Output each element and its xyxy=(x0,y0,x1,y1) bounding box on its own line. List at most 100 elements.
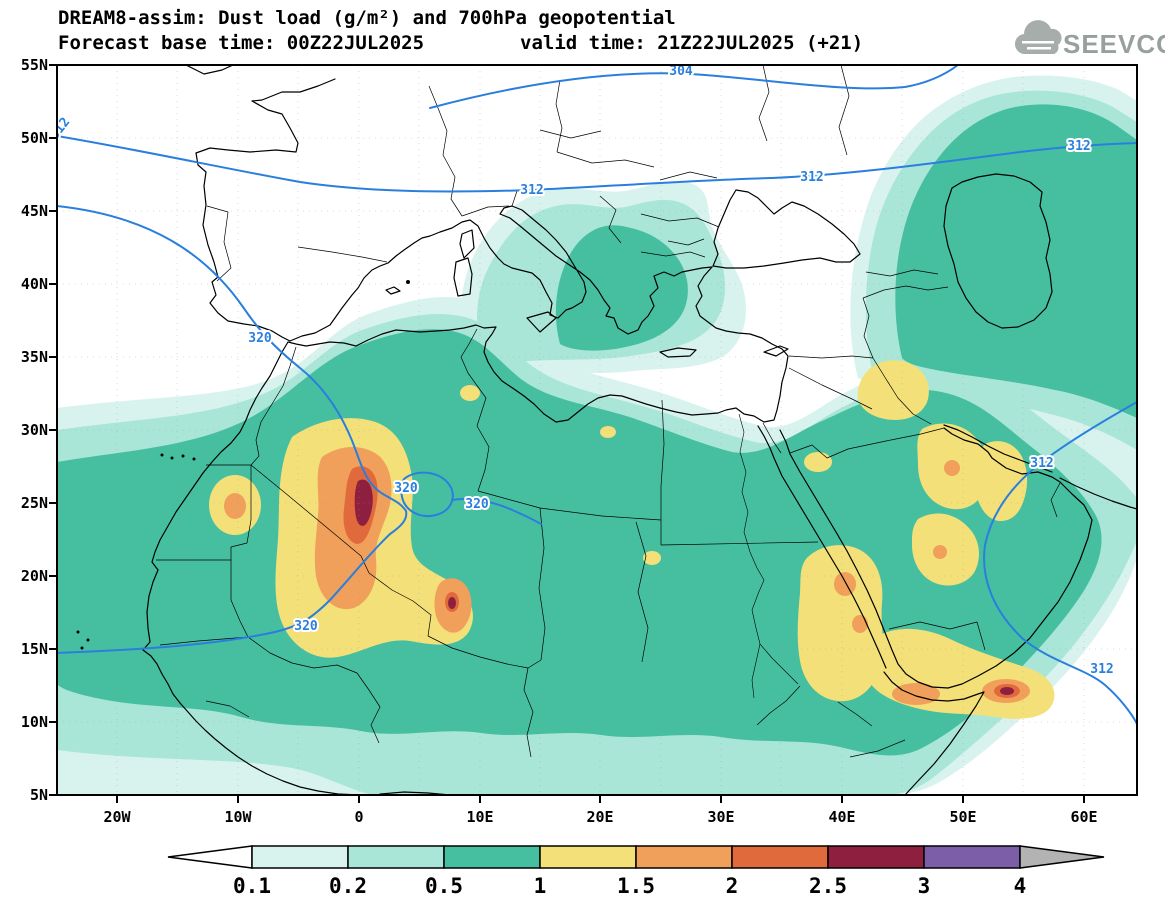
lon-axis: 20W 10W 0 10E 20E 30E 40E 50E 60E xyxy=(103,808,1097,826)
colorbar-label: 2 xyxy=(726,874,739,898)
island-dot xyxy=(76,630,80,634)
coastline-path xyxy=(779,427,1093,689)
colorbar-segment xyxy=(731,845,829,869)
contour-label-320: 320 xyxy=(248,331,272,346)
border-line xyxy=(206,85,518,282)
colorbar-label: 2.5 xyxy=(809,874,847,898)
island-dot xyxy=(192,457,196,461)
contour-label-320: 320 xyxy=(394,481,418,496)
colorbar-segment xyxy=(923,845,1021,869)
dust-blob xyxy=(555,225,688,351)
contour-label-312: 312 xyxy=(1090,662,1113,677)
lon-label: 20E xyxy=(586,808,613,826)
graticule-lat xyxy=(57,137,1137,723)
lat-label: 30N xyxy=(21,421,48,439)
island-dot xyxy=(170,456,174,460)
seevccc-logo: SEEVCCC xyxy=(1014,20,1165,59)
lon-label: 0 xyxy=(354,808,363,826)
colorbar: 0.1 0.2 0.5 1 1.5 2 2.5 3 4 xyxy=(167,845,1105,898)
colorbar-segment xyxy=(443,845,541,869)
colorbar-label: 1.5 xyxy=(617,874,655,898)
colorbar-label: 0.2 xyxy=(329,874,367,898)
lat-label: 50N xyxy=(21,129,48,147)
lat-label: 15N xyxy=(21,640,48,658)
colorbar-arrow-left xyxy=(167,845,253,869)
dust-blob xyxy=(852,615,868,633)
caspian-sea-coast xyxy=(943,173,1053,329)
dust-blob xyxy=(804,452,832,472)
colorbar-label: 1 xyxy=(534,874,547,898)
dust-blob xyxy=(933,545,947,559)
border-line xyxy=(762,297,945,459)
lat-label: 5N xyxy=(30,786,48,804)
geopotential-line-320 xyxy=(57,205,408,654)
lon-label: 10W xyxy=(224,808,252,826)
lon-label: 30E xyxy=(707,808,734,826)
coastlines xyxy=(76,65,1137,795)
coastline-path xyxy=(185,65,234,75)
geopotential-contours xyxy=(57,65,1137,725)
coastline-path xyxy=(883,671,985,795)
lon-ticks xyxy=(116,795,1085,803)
geopotential-line-312-north xyxy=(57,135,1137,193)
dust-blob xyxy=(460,385,480,401)
dust-blob xyxy=(892,683,940,705)
dust-blob xyxy=(895,104,1137,418)
nile-river xyxy=(738,413,799,699)
island-dot xyxy=(406,280,410,284)
dust-blob xyxy=(224,493,246,519)
dust-blob xyxy=(354,479,373,526)
lat-label: 10N xyxy=(21,713,48,731)
coastline-path xyxy=(195,78,713,342)
cloud-stripe xyxy=(1027,47,1051,50)
geopotential-labels: 304 312 312 312 312 320 320 320 320 312 … xyxy=(57,64,1116,679)
coastline-path xyxy=(757,425,887,669)
border-line xyxy=(156,346,370,574)
forecast-base-time: Forecast base time: 00Z22JUL2025 xyxy=(58,32,424,54)
country-borders xyxy=(156,65,1061,758)
colorbar-segment xyxy=(347,845,445,869)
lat-label: 40N xyxy=(21,275,48,293)
dust-blob xyxy=(1000,687,1014,695)
lat-label: 55N xyxy=(21,56,48,74)
contour-label-312: 312 xyxy=(1067,139,1090,154)
colorbar-segment xyxy=(635,845,733,869)
border-line xyxy=(862,269,1061,651)
lat-label: 20N xyxy=(21,567,48,585)
geopotential-line-304 xyxy=(429,65,959,109)
contour-label-312: 312 xyxy=(800,170,823,185)
geopotential-line-312-east xyxy=(983,401,1137,725)
dust-blob xyxy=(975,441,1028,522)
colorbar-segment xyxy=(827,845,925,869)
border-line xyxy=(368,507,649,758)
black-sea-coast xyxy=(712,189,861,269)
colorbar-label: 3 xyxy=(918,874,931,898)
colorbar-labels: 0.1 0.2 0.5 1 1.5 2 2.5 3 4 xyxy=(233,874,1026,898)
border-line xyxy=(659,65,906,758)
contour-label-320: 320 xyxy=(294,619,318,634)
lon-label: 60E xyxy=(1070,808,1097,826)
border-line xyxy=(539,79,720,258)
lat-label: 45N xyxy=(21,202,48,220)
dust-fill-2.5 xyxy=(354,479,1014,695)
contour-label-312: 312 xyxy=(1030,456,1053,471)
geopotential-line-320-loop xyxy=(400,471,454,517)
dust-blob xyxy=(448,597,456,609)
coastline-path xyxy=(943,424,1137,510)
border-line xyxy=(159,560,381,744)
cloud-icon xyxy=(1014,20,1062,55)
lat-ticks xyxy=(49,64,57,796)
contour-label-320: 320 xyxy=(465,497,489,512)
valid-time: valid time: 21Z22JUL2025 (+21) xyxy=(520,32,863,54)
lon-label: 50E xyxy=(949,808,976,826)
chart-title: DREAM8-assim: Dust load (g/m²) and 700hP… xyxy=(58,7,676,29)
lat-label: 35N xyxy=(21,348,48,366)
contour-label-304: 304 xyxy=(669,64,693,79)
islands xyxy=(385,229,789,358)
dust-blob xyxy=(834,572,856,596)
lon-label: 10E xyxy=(466,808,493,826)
geopotential-line-320-east xyxy=(451,498,542,525)
colorbar-segment xyxy=(251,845,349,869)
cloud-stripe xyxy=(1022,41,1054,44)
dust-blob xyxy=(600,426,616,438)
